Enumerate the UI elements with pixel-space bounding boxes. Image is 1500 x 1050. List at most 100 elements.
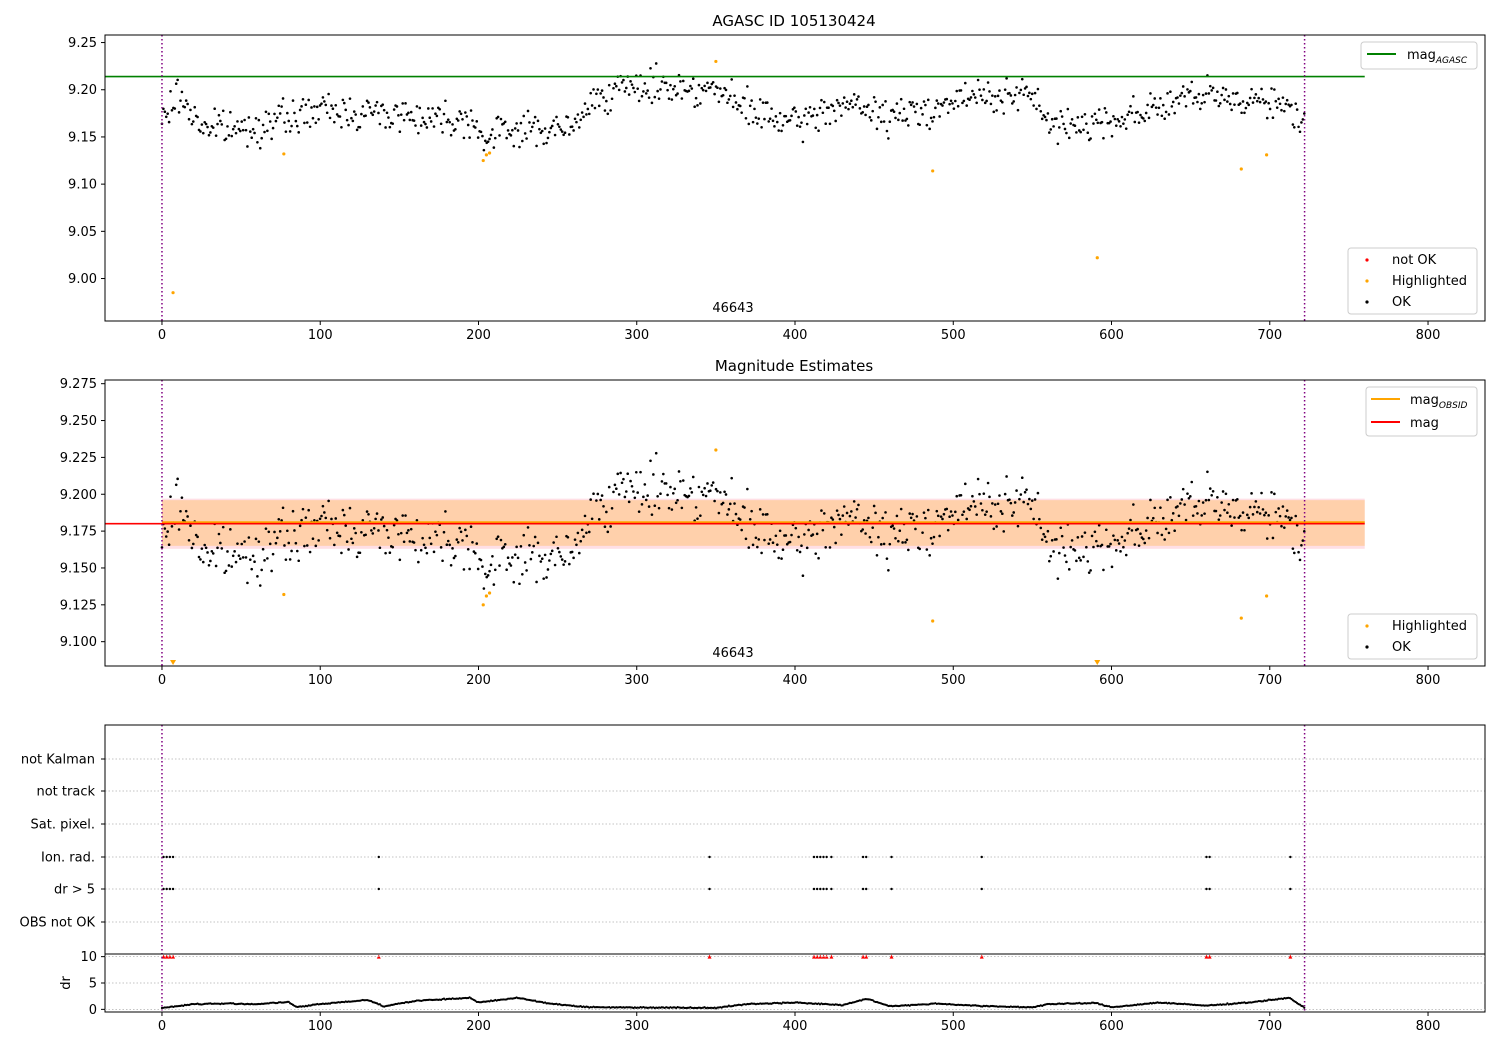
- ok-point: [924, 103, 927, 107]
- ok-point: [250, 567, 254, 571]
- ok-point: [788, 540, 792, 544]
- ok-point: [317, 117, 320, 121]
- ok-point: [1107, 545, 1111, 548]
- ok-point: [935, 509, 939, 513]
- ok-point: [1241, 511, 1245, 514]
- agasc-panel-title: AGASC ID 105130424: [712, 12, 875, 30]
- ok-point: [647, 505, 651, 508]
- ok-point: [194, 533, 198, 537]
- ok-point: [1086, 560, 1090, 563]
- ok-point: [378, 122, 382, 126]
- ok-point: [985, 510, 988, 513]
- ok-point: [345, 118, 349, 122]
- ok-point: [364, 114, 367, 117]
- ok-point: [352, 110, 356, 113]
- ok-point: [824, 545, 828, 549]
- dr-flagged-marker: [815, 954, 820, 959]
- ok-point: [1284, 102, 1288, 106]
- ok-point: [680, 506, 684, 510]
- ok-point: [909, 103, 913, 107]
- ok-point: [570, 125, 574, 128]
- flag-marker: [708, 855, 711, 859]
- ok-point: [293, 111, 296, 115]
- ok-point: [556, 123, 560, 126]
- ok-point: [1015, 86, 1018, 89]
- ok-point: [740, 528, 743, 532]
- ok-point: [515, 545, 518, 549]
- ok-point: [726, 513, 729, 516]
- flag-row-label: dr > 5: [54, 883, 95, 898]
- y-tick-label: 9.150: [60, 561, 97, 576]
- legend-highlighted-label: Highlighted: [1392, 274, 1467, 289]
- ok-point: [273, 112, 276, 116]
- ok-point: [495, 537, 498, 541]
- ok-point: [592, 88, 595, 91]
- ok-point: [627, 500, 631, 504]
- ok-point: [526, 526, 530, 529]
- highlighted-point: [714, 59, 718, 64]
- ok-point: [758, 508, 762, 511]
- flag-marker: [377, 855, 380, 859]
- ok-point: [375, 512, 379, 515]
- dr-flagged-marker: [167, 954, 172, 959]
- ok-point: [317, 539, 320, 542]
- ok-point: [605, 510, 608, 514]
- ok-point: [360, 530, 363, 534]
- ok-point: [186, 102, 189, 106]
- flag-marker: [165, 887, 168, 891]
- ok-point: [179, 99, 182, 102]
- ok-point: [1127, 110, 1131, 114]
- ok-point: [170, 108, 174, 112]
- ok-point: [757, 538, 761, 541]
- ok-point: [1012, 100, 1016, 103]
- ok-point: [174, 483, 178, 487]
- ok-point: [402, 540, 406, 544]
- ok-point: [240, 542, 244, 546]
- ok-point: [1270, 491, 1273, 494]
- ok-point: [699, 514, 702, 517]
- ok-point: [348, 506, 352, 510]
- ok-point: [1257, 96, 1260, 100]
- ok-point: [760, 126, 763, 129]
- ok-point: [882, 542, 886, 546]
- ok-point: [247, 116, 251, 119]
- ok-point: [877, 535, 880, 539]
- ok-point: [556, 546, 560, 550]
- ok-point: [244, 128, 248, 132]
- ok-point: [321, 504, 325, 508]
- ok-point: [941, 104, 944, 107]
- ok-point: [572, 556, 575, 560]
- dr-flagged-marker: [707, 954, 712, 959]
- ok-point: [220, 123, 224, 126]
- ok-point: [548, 130, 551, 134]
- ok-point: [511, 128, 514, 132]
- ok-point: [1095, 539, 1098, 543]
- ok-point: [1110, 134, 1114, 138]
- ok-point: [422, 543, 426, 547]
- ok-point: [797, 115, 800, 119]
- ok-point: [727, 98, 731, 101]
- ok-point: [210, 549, 214, 553]
- ok-point: [1089, 569, 1092, 572]
- y-tick-label: 9.15: [68, 130, 97, 145]
- ok-point: [1203, 100, 1206, 104]
- ok-point: [1271, 536, 1275, 540]
- ok-point: [985, 99, 988, 103]
- ok-point: [828, 122, 832, 126]
- ok-point: [1038, 517, 1041, 521]
- ok-point: [330, 104, 333, 107]
- ok-point: [1160, 114, 1164, 118]
- ok-point: [1184, 518, 1188, 522]
- ok-point: [1284, 515, 1288, 518]
- ok-point: [858, 107, 862, 110]
- ok-point: [301, 507, 305, 511]
- ok-point: [328, 116, 332, 120]
- ok-point: [988, 495, 991, 499]
- ok-point: [221, 525, 225, 529]
- ok-point: [1133, 543, 1137, 546]
- ok-point: [669, 83, 672, 87]
- ok-point: [351, 119, 355, 123]
- ok-point: [1244, 106, 1248, 110]
- ok-point: [955, 494, 959, 498]
- ok-point: [1002, 112, 1006, 115]
